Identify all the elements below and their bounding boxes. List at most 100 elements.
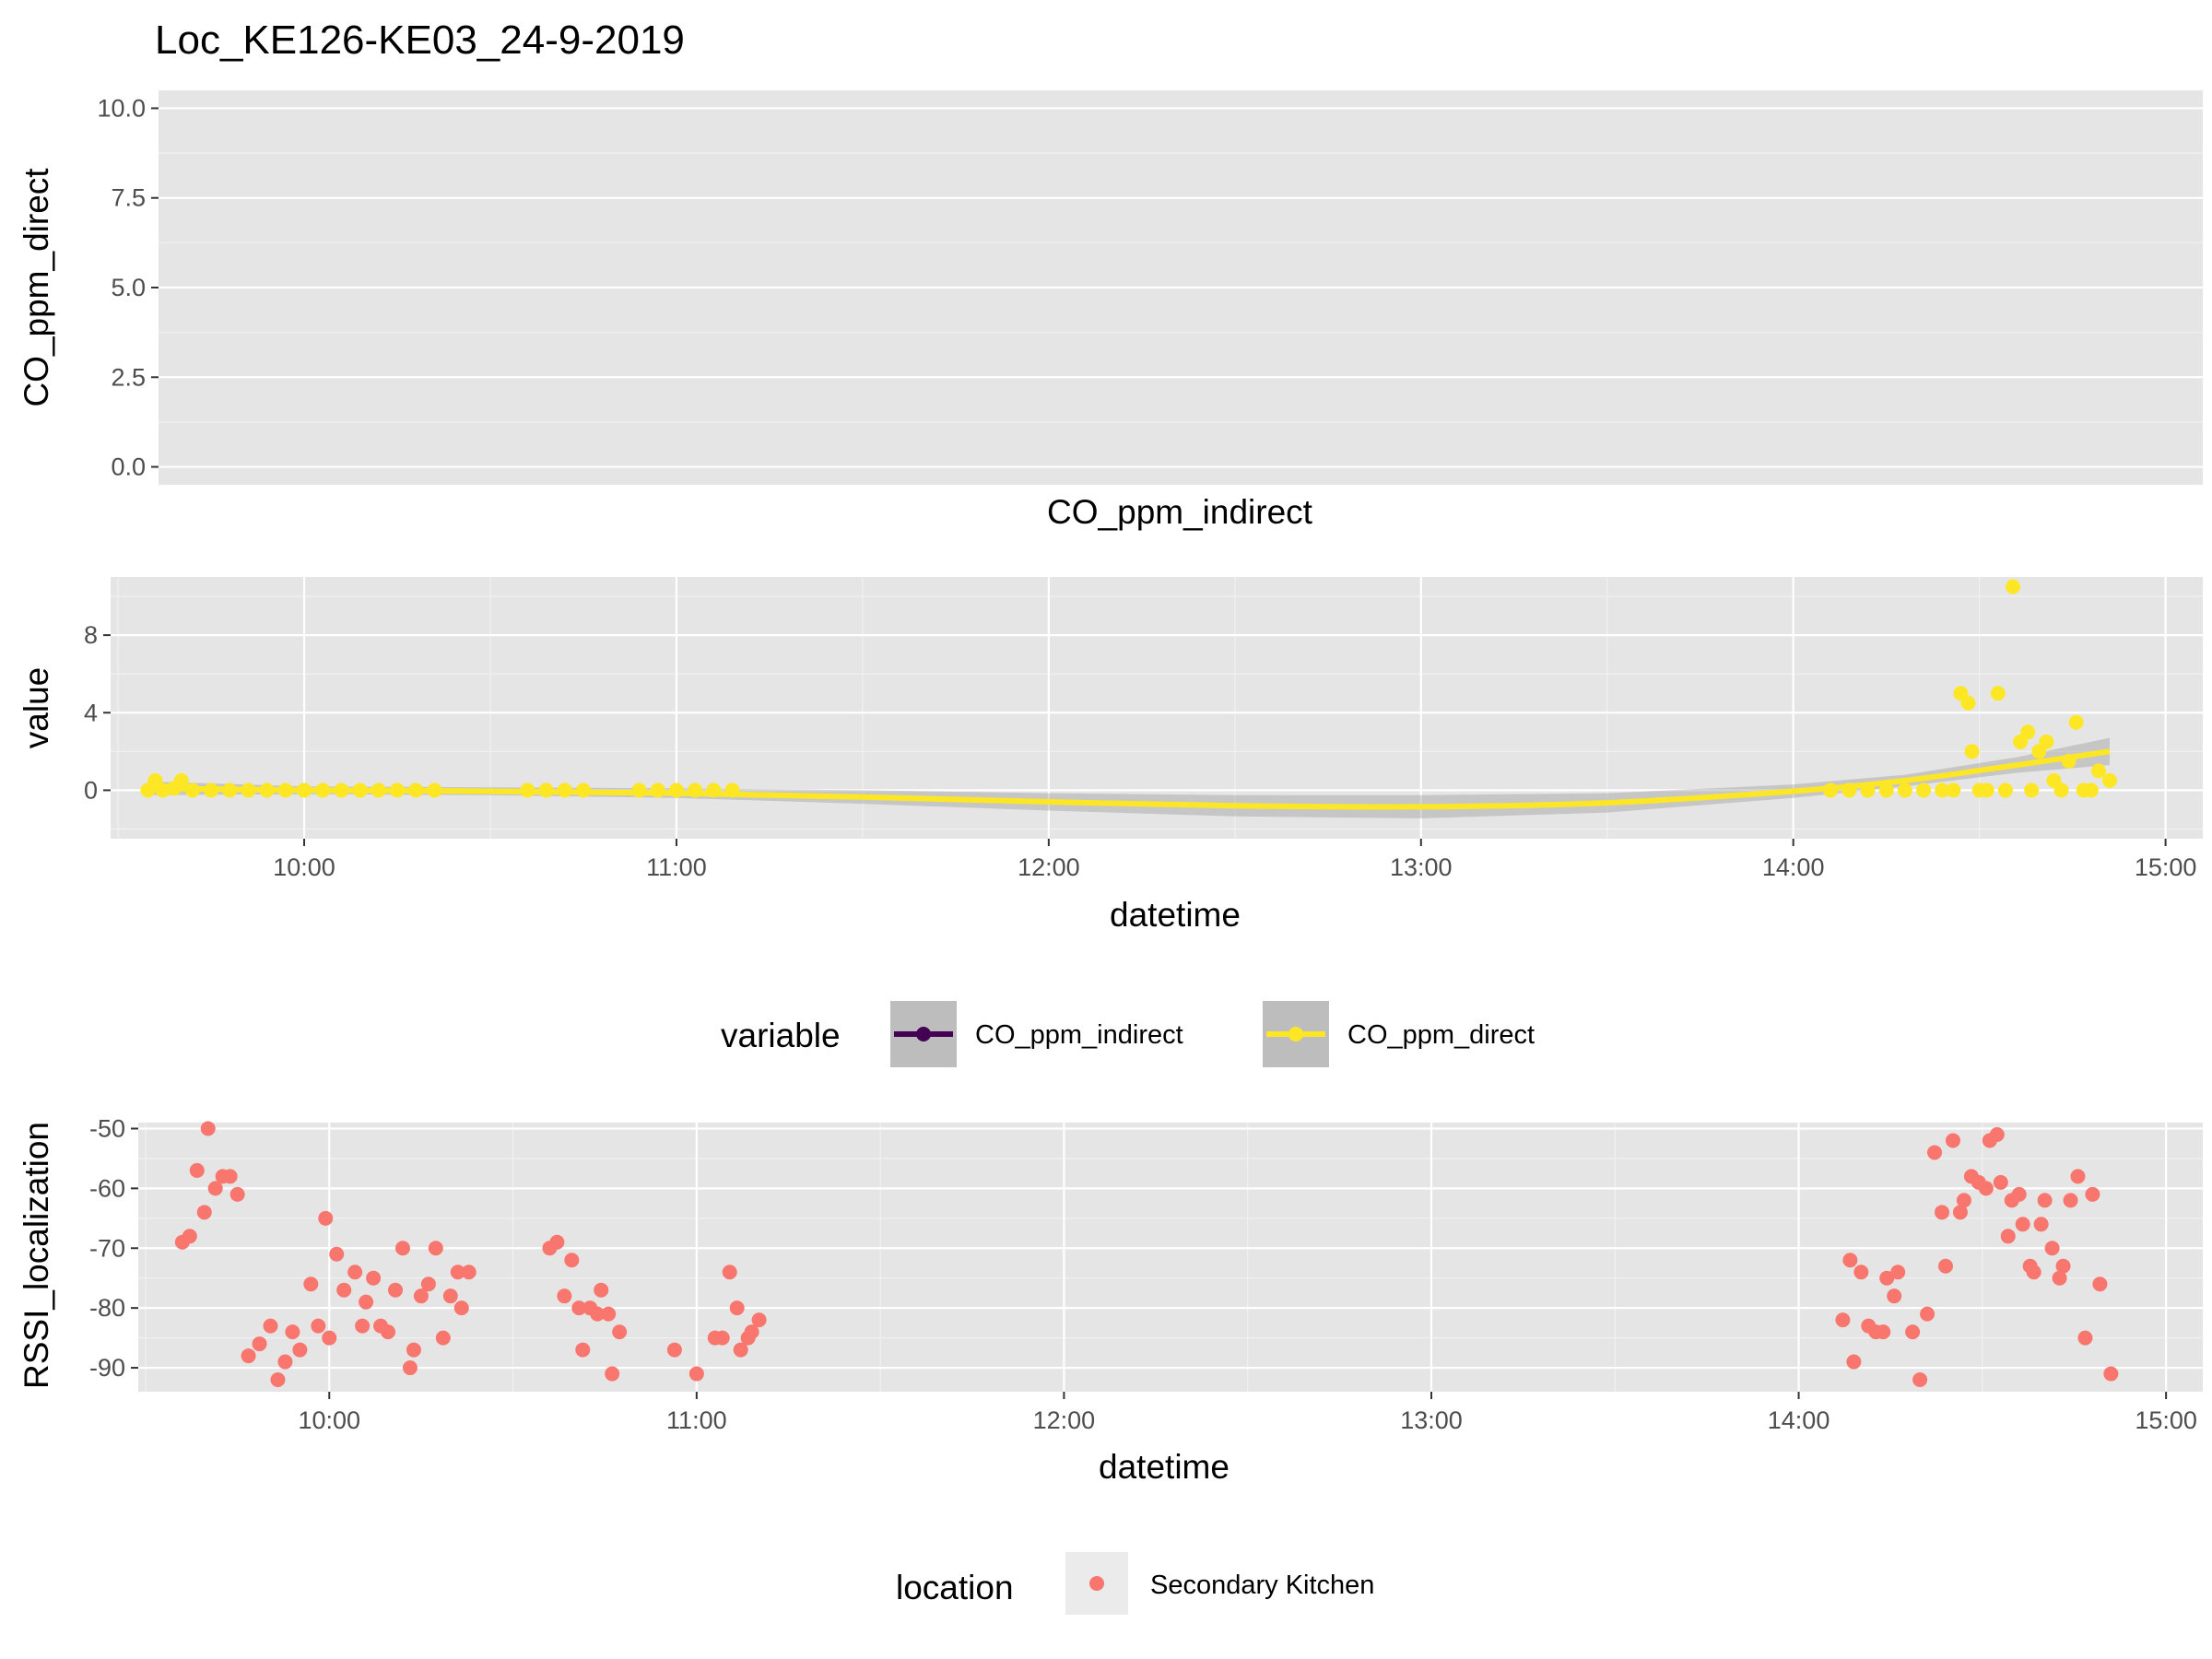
rssi-point bbox=[2103, 1366, 2119, 1382]
rssi-point bbox=[1937, 1258, 1953, 1274]
panel2-x-tick-label: 13:00 bbox=[1390, 853, 1453, 881]
rssi-point bbox=[406, 1342, 421, 1358]
rssi-point bbox=[1935, 1205, 1950, 1220]
rssi-point bbox=[714, 1330, 730, 1346]
rssi-point bbox=[1912, 1372, 1928, 1388]
legend-item-co-direct: CO_ppm_direct bbox=[1263, 1001, 1535, 1067]
panel2-x-tick-label: 12:00 bbox=[1018, 853, 1080, 881]
co-direct-point bbox=[1979, 782, 1994, 798]
panel3-x-tick-label: 15:00 bbox=[2135, 1406, 2197, 1434]
panel1-y-tick-label: 10.0 bbox=[97, 94, 146, 122]
rssi-point bbox=[1887, 1288, 1902, 1304]
rssi-point bbox=[575, 1342, 591, 1358]
rssi-point bbox=[1920, 1306, 1936, 1322]
rssi-point bbox=[549, 1234, 565, 1250]
rssi-point bbox=[347, 1265, 363, 1280]
panel3-y-tick-label: -80 bbox=[89, 1294, 125, 1322]
rssi-point bbox=[1835, 1312, 1851, 1328]
variable-legend: variable CO_ppm_indirect CO_ppm_direct bbox=[721, 1001, 1535, 1067]
panel3-x-axis: 10:00 11:00 12:00 13:00 14:00 15:00 bbox=[298, 1392, 2197, 1434]
rssi-point bbox=[413, 1288, 429, 1304]
legend-key-dot-secondary-kitchen bbox=[1089, 1576, 1104, 1591]
rssi-point bbox=[722, 1265, 737, 1280]
rssi-point bbox=[292, 1342, 308, 1358]
co-direct-point bbox=[1960, 695, 1976, 711]
rssi-point bbox=[1989, 1126, 2005, 1142]
rssi-point bbox=[2037, 1193, 2053, 1208]
rssi-point bbox=[182, 1229, 197, 1244]
panel3-y-tick-label: -50 bbox=[89, 1114, 125, 1142]
rssi-point bbox=[336, 1282, 352, 1298]
co-direct-point bbox=[2020, 724, 2036, 740]
rssi-point bbox=[729, 1300, 745, 1316]
rssi-point bbox=[388, 1282, 404, 1298]
confidence-ribbon-co-direct bbox=[147, 737, 2111, 818]
rssi-point bbox=[2052, 1270, 2067, 1286]
rssi-point bbox=[601, 1306, 617, 1322]
rssi-point bbox=[2070, 1169, 2086, 1184]
co-direct-point bbox=[2039, 734, 2054, 749]
co-direct-point bbox=[1935, 782, 1950, 798]
panel1-y-axis-title: CO_ppm_direct bbox=[18, 168, 55, 407]
rssi-point bbox=[1956, 1193, 1971, 1208]
rssi-point bbox=[207, 1181, 223, 1196]
rssi-point bbox=[450, 1265, 465, 1280]
rssi-point bbox=[381, 1324, 396, 1340]
panel2-x-axis-title: datetime bbox=[1110, 896, 1241, 934]
rssi-point bbox=[571, 1300, 587, 1316]
panel1-y-axis: 0.0 2.5 5.0 7.5 10.0 bbox=[97, 94, 159, 481]
rssi-point bbox=[329, 1246, 345, 1262]
co-direct-point bbox=[1916, 782, 1932, 798]
panel1-y-tick-label: 2.5 bbox=[111, 363, 146, 391]
panel3-y-tick-label: -90 bbox=[89, 1354, 125, 1382]
panel1-y-tick-label: 5.0 bbox=[111, 274, 146, 301]
rssi-point bbox=[751, 1312, 767, 1328]
rssi-point bbox=[2092, 1277, 2108, 1292]
panel2-y-tick-label: 8 bbox=[84, 621, 98, 649]
panel3-grid bbox=[138, 1123, 2203, 1392]
rssi-point bbox=[590, 1306, 606, 1322]
rssi-point bbox=[359, 1294, 374, 1310]
rssi-point bbox=[2077, 1330, 2093, 1346]
rssi-point bbox=[666, 1342, 682, 1358]
panel3-x-tick-label: 12:00 bbox=[1033, 1406, 1096, 1434]
rssi-point bbox=[594, 1282, 609, 1298]
rssi-point bbox=[453, 1300, 469, 1316]
co-direct-point bbox=[173, 772, 189, 788]
panel2-x-tick-label: 10:00 bbox=[273, 853, 335, 881]
panel3-x-axis-title: datetime bbox=[1099, 1448, 1230, 1486]
co-direct-point bbox=[1878, 782, 1894, 798]
rssi-point bbox=[733, 1342, 748, 1358]
co-direct-point bbox=[2102, 772, 2118, 788]
rssi-point bbox=[394, 1241, 410, 1256]
legend-key-dot-co-indirect bbox=[916, 1027, 931, 1041]
location-legend: location Secondary Kitchen bbox=[896, 1552, 1374, 1615]
rssi-point bbox=[285, 1324, 300, 1340]
rssi-point bbox=[442, 1288, 458, 1304]
panel1-y-tick-label: 7.5 bbox=[111, 184, 146, 212]
rssi-point bbox=[270, 1372, 286, 1388]
rssi-point bbox=[318, 1210, 334, 1226]
panel3-y-axis: -90 -80 -70 -60 -50 bbox=[89, 1114, 138, 1382]
rssi-point bbox=[241, 1348, 256, 1364]
rssi-point bbox=[2033, 1217, 2049, 1232]
rssi-point bbox=[420, 1277, 436, 1292]
rssi-point bbox=[2011, 1186, 2027, 1202]
rssi-point bbox=[605, 1366, 620, 1382]
variable-legend-title: variable bbox=[721, 1017, 841, 1054]
rssi-point bbox=[564, 1253, 580, 1268]
co-direct-point bbox=[1946, 782, 1961, 798]
panel2-y-tick-label: 0 bbox=[84, 776, 98, 804]
rssi-point bbox=[557, 1288, 572, 1304]
panel2-x-tick-label: 11:00 bbox=[646, 853, 707, 881]
co-direct-point bbox=[2090, 763, 2106, 779]
rssi-point bbox=[1952, 1205, 1968, 1220]
panel2-y-axis-title: value bbox=[18, 667, 55, 748]
rssi-point bbox=[1905, 1324, 1921, 1340]
rssi-point bbox=[1890, 1265, 1906, 1280]
rssi-over-time-panel: -90 -80 -70 -60 -50 10:00 11:00 12:00 13:00 14:0… bbox=[18, 1114, 2203, 1486]
legend-label-co-indirect: CO_ppm_indirect bbox=[975, 1020, 1183, 1050]
co-direct-point bbox=[2068, 714, 2084, 730]
rssi-point bbox=[229, 1186, 245, 1202]
rssi-point bbox=[2085, 1186, 2100, 1202]
